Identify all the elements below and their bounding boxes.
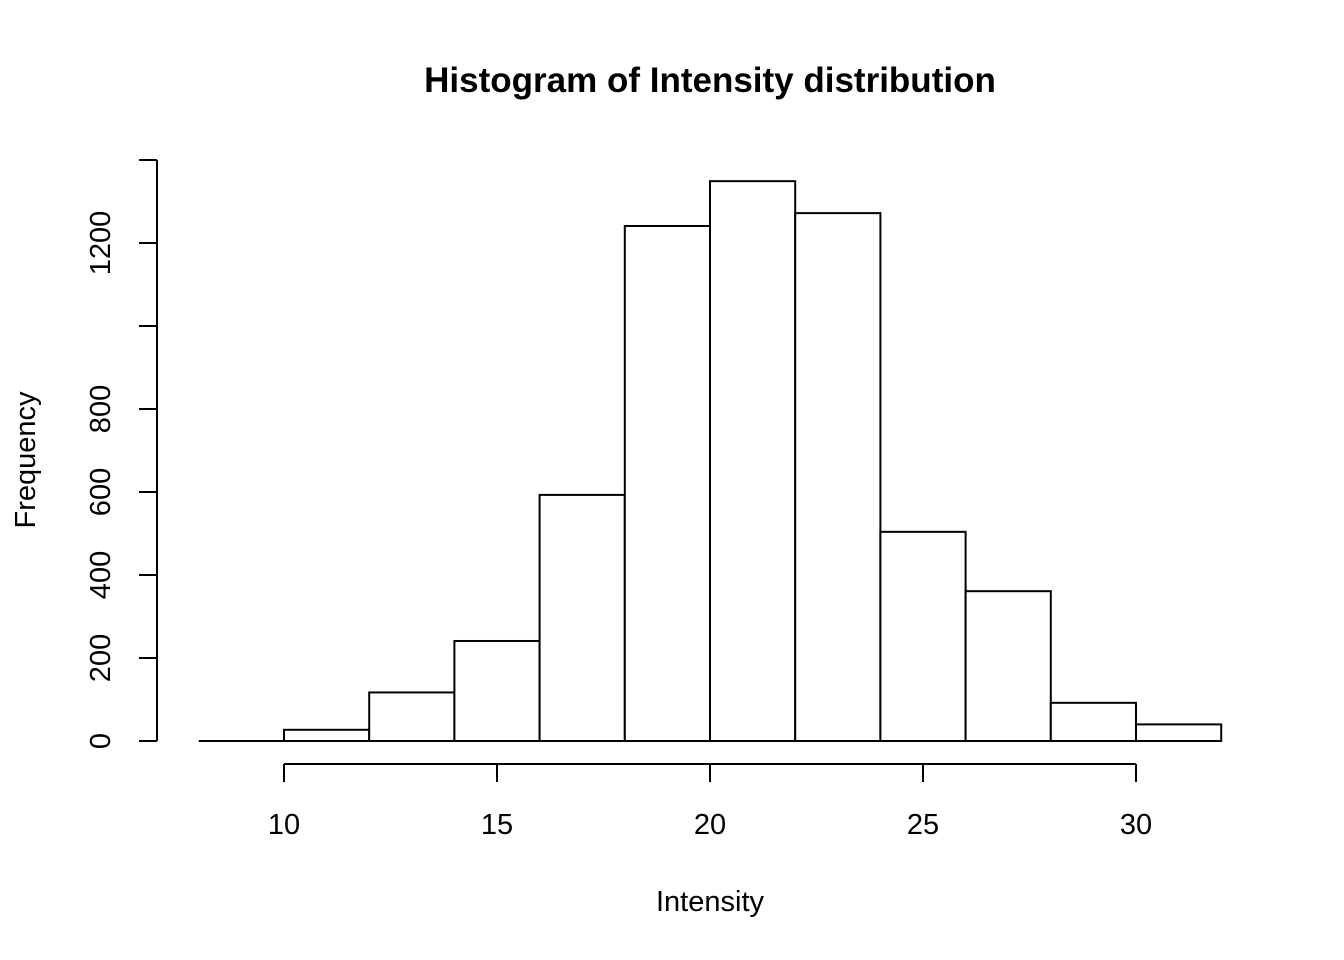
y-tick-label: 800 — [85, 385, 117, 433]
histogram-bar — [794, 212, 882, 742]
y-axis-label: Frequency — [10, 391, 42, 529]
histogram-bar — [623, 224, 711, 743]
histogram-bar — [709, 180, 797, 743]
x-tick-label: 30 — [1120, 809, 1152, 841]
x-axis-label: Intensity — [656, 886, 764, 918]
y-tick-label: 400 — [85, 551, 117, 599]
chart-title: Histogram of Intensity distribution — [424, 61, 996, 100]
histogram-bar — [1049, 701, 1138, 743]
x-tick-label: 15 — [481, 809, 513, 841]
y-tick-label: 600 — [85, 468, 117, 516]
x-tick-label: 20 — [694, 809, 726, 841]
y-tick-label: 0 — [85, 733, 117, 749]
bars-group — [198, 180, 1223, 743]
histogram-bar — [879, 530, 967, 743]
y-tick-label: 1200 — [85, 211, 117, 276]
x-tick-label: 25 — [907, 809, 939, 841]
y-tick-label: 200 — [85, 634, 117, 682]
histogram-bar — [538, 493, 626, 742]
x-axis: 10 15 20 25 30 — [268, 763, 1152, 841]
histogram-bar — [1135, 723, 1223, 743]
histogram-bar — [453, 639, 541, 742]
x-tick-label: 10 — [268, 809, 300, 841]
y-axis: 0 200 400 600 800 1200 — [85, 159, 158, 749]
histogram-bar — [964, 590, 1052, 742]
histogram-bar — [368, 691, 456, 743]
histogram-bar — [283, 728, 371, 742]
